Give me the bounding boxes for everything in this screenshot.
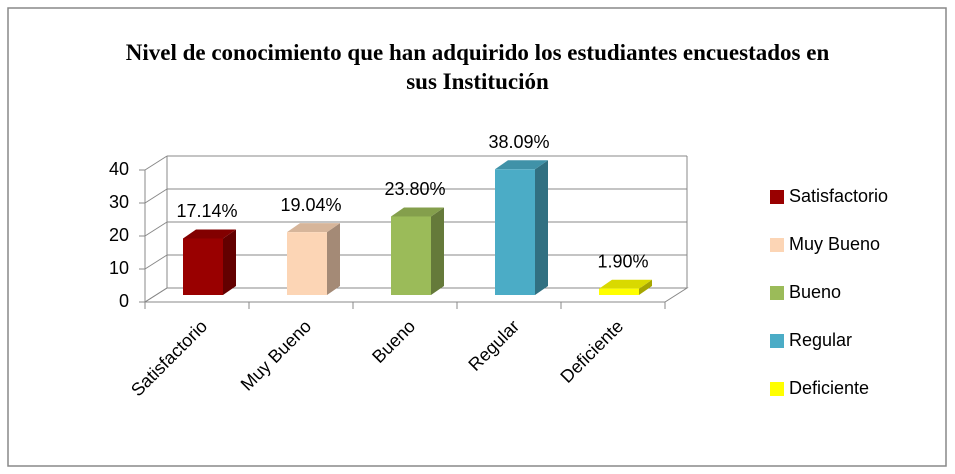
chart-title: Nivel de conocimiento que han adquirido … (125, 40, 830, 94)
bar-top (183, 229, 236, 239)
value-label: 38.09% (488, 132, 549, 152)
bar-top (495, 160, 548, 170)
legend-label: Satisfactorio (789, 186, 888, 206)
bar (391, 216, 431, 295)
y-tick-label: 20 (109, 225, 129, 245)
value-label: 19.04% (280, 195, 341, 215)
bar-side (431, 207, 444, 295)
chart-frame (7, 7, 947, 467)
legend-swatch (770, 286, 784, 300)
legend-swatch (770, 190, 784, 204)
grid-line (144, 188, 168, 204)
value-label: 23.80% (384, 179, 445, 199)
legend-label: Deficiente (789, 378, 869, 398)
legend-label: Bueno (789, 282, 841, 302)
grid-line (144, 221, 168, 237)
value-label: 17.14% (176, 201, 237, 221)
y-tick-label: 30 (109, 192, 129, 212)
legend-swatch (770, 238, 784, 252)
bar-side (535, 160, 548, 295)
bar-side (327, 223, 340, 295)
legend-swatch (770, 382, 784, 396)
bar (183, 238, 223, 295)
bar (287, 232, 327, 295)
bar-side (639, 279, 652, 295)
grid-line (144, 254, 168, 270)
bar-top (287, 223, 340, 233)
y-tick-label: 40 (109, 159, 129, 179)
value-label: 1.90% (597, 251, 648, 271)
legend-label: Regular (789, 330, 852, 350)
legend-swatch (770, 334, 784, 348)
bar-top (599, 279, 652, 289)
y-tick-label: 10 (109, 258, 129, 278)
bar (599, 288, 639, 295)
legend-label: Muy Bueno (789, 234, 880, 254)
y-tick-label: 0 (119, 291, 129, 311)
grid-line (144, 287, 168, 303)
bar (495, 169, 535, 295)
bar-side (223, 229, 236, 295)
bar-top (391, 207, 444, 217)
grid-line (144, 155, 168, 171)
